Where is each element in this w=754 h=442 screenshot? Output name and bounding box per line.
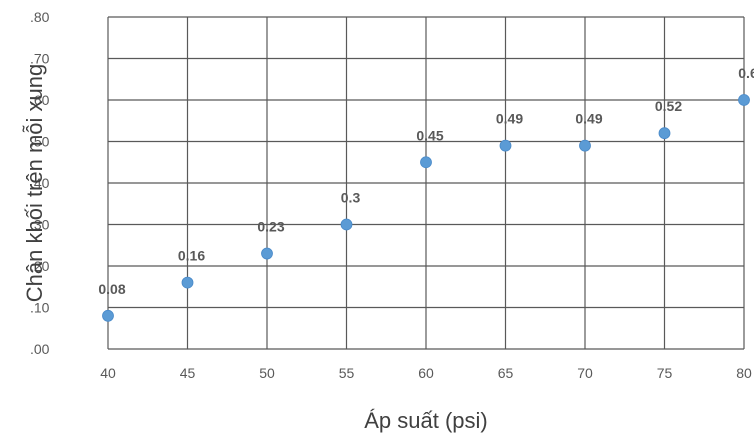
x-tick-label: 65 — [498, 365, 514, 381]
y-tick-label: .30 — [30, 217, 50, 233]
data-label: 0.23 — [257, 219, 284, 235]
data-label: 0.16 — [178, 248, 205, 264]
y-axis-ticks: .00 .10 .20 .30 .40 .50 .60 .70 .80 — [30, 9, 50, 357]
y-tick-label: .20 — [30, 258, 50, 274]
data-point — [579, 139, 591, 152]
y-tick-label: .70 — [30, 51, 50, 67]
data-point — [340, 218, 353, 231]
y-tick-label: .80 — [30, 9, 50, 25]
x-axis-ticks: 40 45 50 55 60 65 70 75 80 — [100, 365, 752, 381]
y-tick-label: .00 — [30, 341, 50, 357]
data-label: 0.49 — [575, 111, 602, 127]
data-label: 0.45 — [416, 127, 443, 143]
y-tick-label: .60 — [30, 92, 50, 108]
x-tick-label: 80 — [736, 365, 752, 381]
x-tick-label: 45 — [180, 365, 196, 381]
data-label: 0.6 — [738, 65, 754, 81]
data-label: 0.49 — [496, 111, 523, 127]
x-tick-label: 55 — [339, 365, 355, 381]
data-point — [738, 94, 750, 106]
data-point — [420, 156, 432, 169]
y-axis-title: Chân khối trên mỗi xung — [22, 64, 47, 302]
data-label: 0.3 — [341, 190, 361, 206]
data-point — [499, 139, 512, 152]
data-point — [181, 276, 194, 289]
x-tick-label: 70 — [577, 365, 593, 381]
x-tick-label: 50 — [259, 365, 275, 381]
y-tick-label: .10 — [30, 300, 50, 316]
data-point — [658, 127, 671, 140]
data-point — [261, 247, 273, 260]
x-tick-label: 40 — [100, 365, 116, 381]
y-tick-label: .40 — [30, 175, 50, 191]
data-label: 0.52 — [655, 98, 682, 114]
x-tick-label: 75 — [657, 365, 673, 381]
grid-lines — [107, 16, 745, 350]
data-labels: 0.08 0.16 0.23 0.3 0.45 0.49 0.49 0.52 0.6 — [98, 65, 754, 297]
data-point — [102, 309, 114, 322]
x-tick-label: 60 — [418, 365, 434, 381]
data-label: 0.08 — [98, 281, 125, 297]
y-tick-label: .50 — [30, 134, 50, 150]
x-axis-title: Áp suất (psi) — [364, 408, 488, 433]
data-points — [102, 94, 750, 322]
